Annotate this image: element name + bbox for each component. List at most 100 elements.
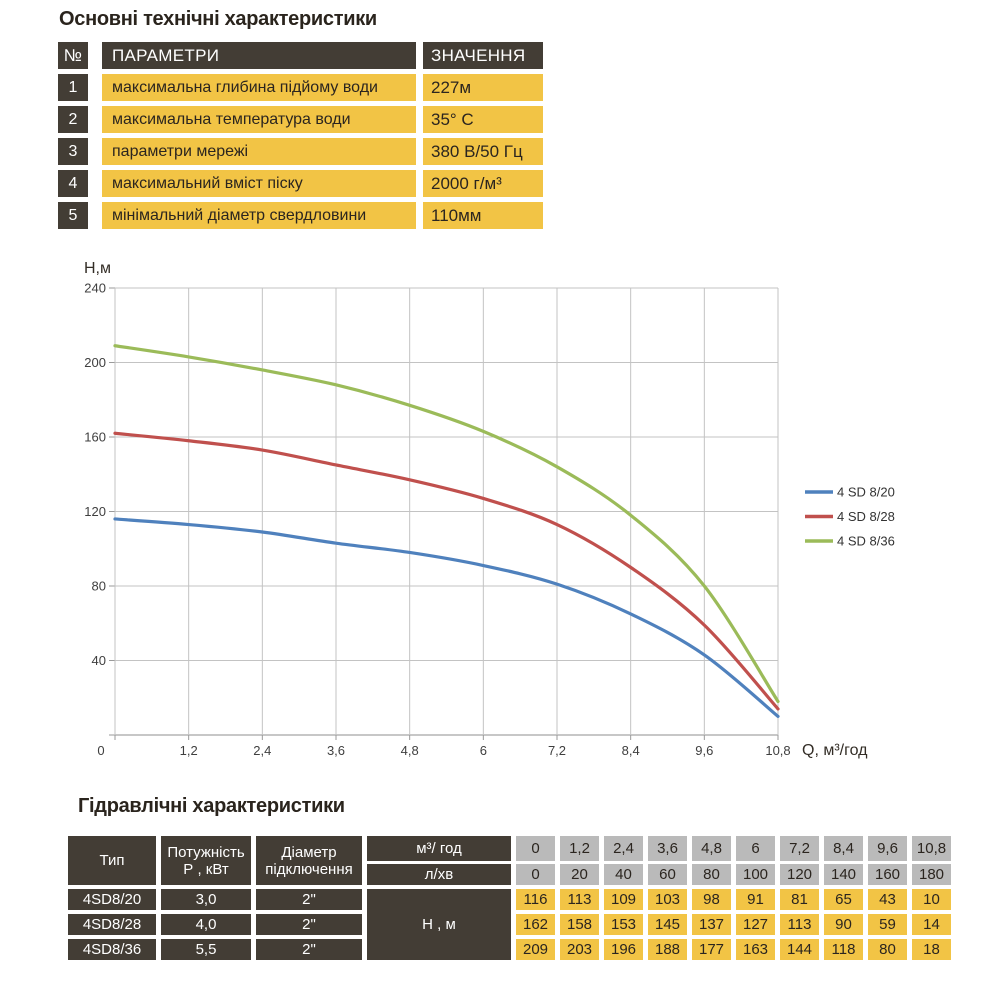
flow-m3-value: 7,2 [780,836,819,861]
svg-text:200: 200 [84,355,106,370]
head-row-4sd8-28: 162 158 153 145 137 127 113 90 59 14 [516,914,951,935]
svg-text:6: 6 [480,743,487,758]
row-value: 380 В/50 Гц [423,138,543,165]
head-value: 177 [692,939,731,960]
head-value: 91 [736,889,775,910]
svg-text:240: 240 [84,281,106,296]
svg-text:9,6: 9,6 [695,743,713,758]
head-value: 65 [824,889,863,910]
col-header-power-line2: Р , кВт [183,860,229,878]
head-value: 196 [604,939,643,960]
head-row-4sd8-20: 116 113 109 103 98 91 81 65 43 10 [516,889,951,910]
col-header-num: № [58,42,88,69]
flow-l-value: 80 [692,864,731,885]
pump-power: 4,0 [161,914,251,935]
main-specs-table: № ПАРАМЕТРИ ЗНАЧЕННЯ 1 максимальна глиби… [58,42,543,229]
pump-type: 4SD8/36 [68,939,156,960]
main-specs-title: Основні технічні характеристики [59,8,377,30]
row-value: 35° С [423,106,543,133]
row-num: 2 [58,106,88,133]
svg-text:3,6: 3,6 [327,743,345,758]
row-value: 227м [423,74,543,101]
pump-performance-chart: 40 80 120 160 200 240 0 1,2 2,4 3,6 4,8 6 7,2 8,4 9,6 1… [84,260,895,759]
svg-text:4 SD 8/20: 4 SD 8/20 [837,485,895,500]
head-value: 144 [780,939,819,960]
hydraulics-title: Гідравлічні характеристики [78,795,345,817]
col-header-diameter-line1: Діаметр [281,843,337,861]
svg-text:7,2: 7,2 [548,743,566,758]
flow-l-value: 100 [736,864,775,885]
head-value: 59 [868,914,907,935]
pump-type: 4SD8/20 [68,889,156,910]
flow-m3-value: 2,4 [604,836,643,861]
head-value: 109 [604,889,643,910]
head-value: 118 [824,939,863,960]
svg-text:40: 40 [92,653,106,668]
svg-text:0: 0 [97,743,104,758]
row-num: 3 [58,138,88,165]
flow-l-value: 140 [824,864,863,885]
row-parameter: максимальний вміст піску [102,170,416,197]
svg-text:1,2: 1,2 [180,743,198,758]
flow-l-label: л/хв [367,864,511,885]
col-header-diameter-line2: підключення [265,860,353,878]
pump-power: 5,5 [161,939,251,960]
head-value: 18 [912,939,951,960]
col-header-type: Тип [68,836,156,885]
flow-m3-row: 0 1,2 2,4 3,6 4,8 6 7,2 8,4 9,6 10,8 [516,836,951,861]
svg-text:80: 80 [92,579,106,594]
hydraulics-table-values: 0 1,2 2,4 3,6 4,8 6 7,2 8,4 9,6 10,8 0 20 40 60 80 100… [516,836,951,960]
head-value: 137 [692,914,731,935]
flow-m3-value: 1,2 [560,836,599,861]
svg-text:10,8: 10,8 [765,743,790,758]
col-header-power-line1: Потужність [167,843,245,861]
head-value: 81 [780,889,819,910]
head-value: 127 [736,914,775,935]
head-value: 103 [648,889,687,910]
svg-text:4 SD 8/36: 4 SD 8/36 [837,534,895,549]
pump-diameter: 2" [256,889,362,910]
pump-type: 4SD8/28 [68,914,156,935]
head-value: 98 [692,889,731,910]
head-value: 162 [516,914,555,935]
col-header-value: ЗНАЧЕННЯ [423,42,543,69]
flow-l-value: 0 [516,864,555,885]
flow-l-value: 20 [560,864,599,885]
head-row-4sd8-36: 209 203 196 188 177 163 144 118 80 18 [516,939,951,960]
flow-m3-label: м³/ год [367,836,511,861]
col-header-flow: м³/ год л/хв [367,836,511,885]
head-units-label: Н , м [367,889,511,960]
svg-text:4 SD 8/28: 4 SD 8/28 [837,509,895,524]
flow-m3-value: 4,8 [692,836,731,861]
flow-l-value: 120 [780,864,819,885]
col-header-power: Потужність Р , кВт [161,836,251,885]
svg-text:Q, м³/год: Q, м³/год [802,742,868,759]
head-value: 43 [868,889,907,910]
flow-m3-value: 3,6 [648,836,687,861]
head-value: 203 [560,939,599,960]
head-value: 116 [516,889,555,910]
hydraulics-table-left: Тип Потужність Р , кВт Діаметр підключен… [68,836,511,960]
pump-diameter: 2" [256,914,362,935]
svg-text:2,4: 2,4 [253,743,271,758]
col-header-parameters: ПАРАМЕТРИ [102,42,416,69]
flow-m3-value: 0 [516,836,555,861]
head-value: 153 [604,914,643,935]
row-parameter: максимальна глибина підйому води [102,74,416,101]
flow-l-value: 160 [868,864,907,885]
row-value: 2000 г/м³ [423,170,543,197]
svg-text:4,8: 4,8 [401,743,419,758]
flow-l-value: 60 [648,864,687,885]
flow-m3-value: 10,8 [912,836,951,861]
flow-l-row: 0 20 40 60 80 100 120 140 160 180 [516,864,951,885]
head-value: 10 [912,889,951,910]
row-value: 110мм [423,202,543,229]
flow-m3-value: 8,4 [824,836,863,861]
head-value: 188 [648,939,687,960]
flow-m3-value: 9,6 [868,836,907,861]
row-parameter: максимальна температура води [102,106,416,133]
row-parameter: параметри мережі [102,138,416,165]
head-value: 113 [560,889,599,910]
head-value: 90 [824,914,863,935]
